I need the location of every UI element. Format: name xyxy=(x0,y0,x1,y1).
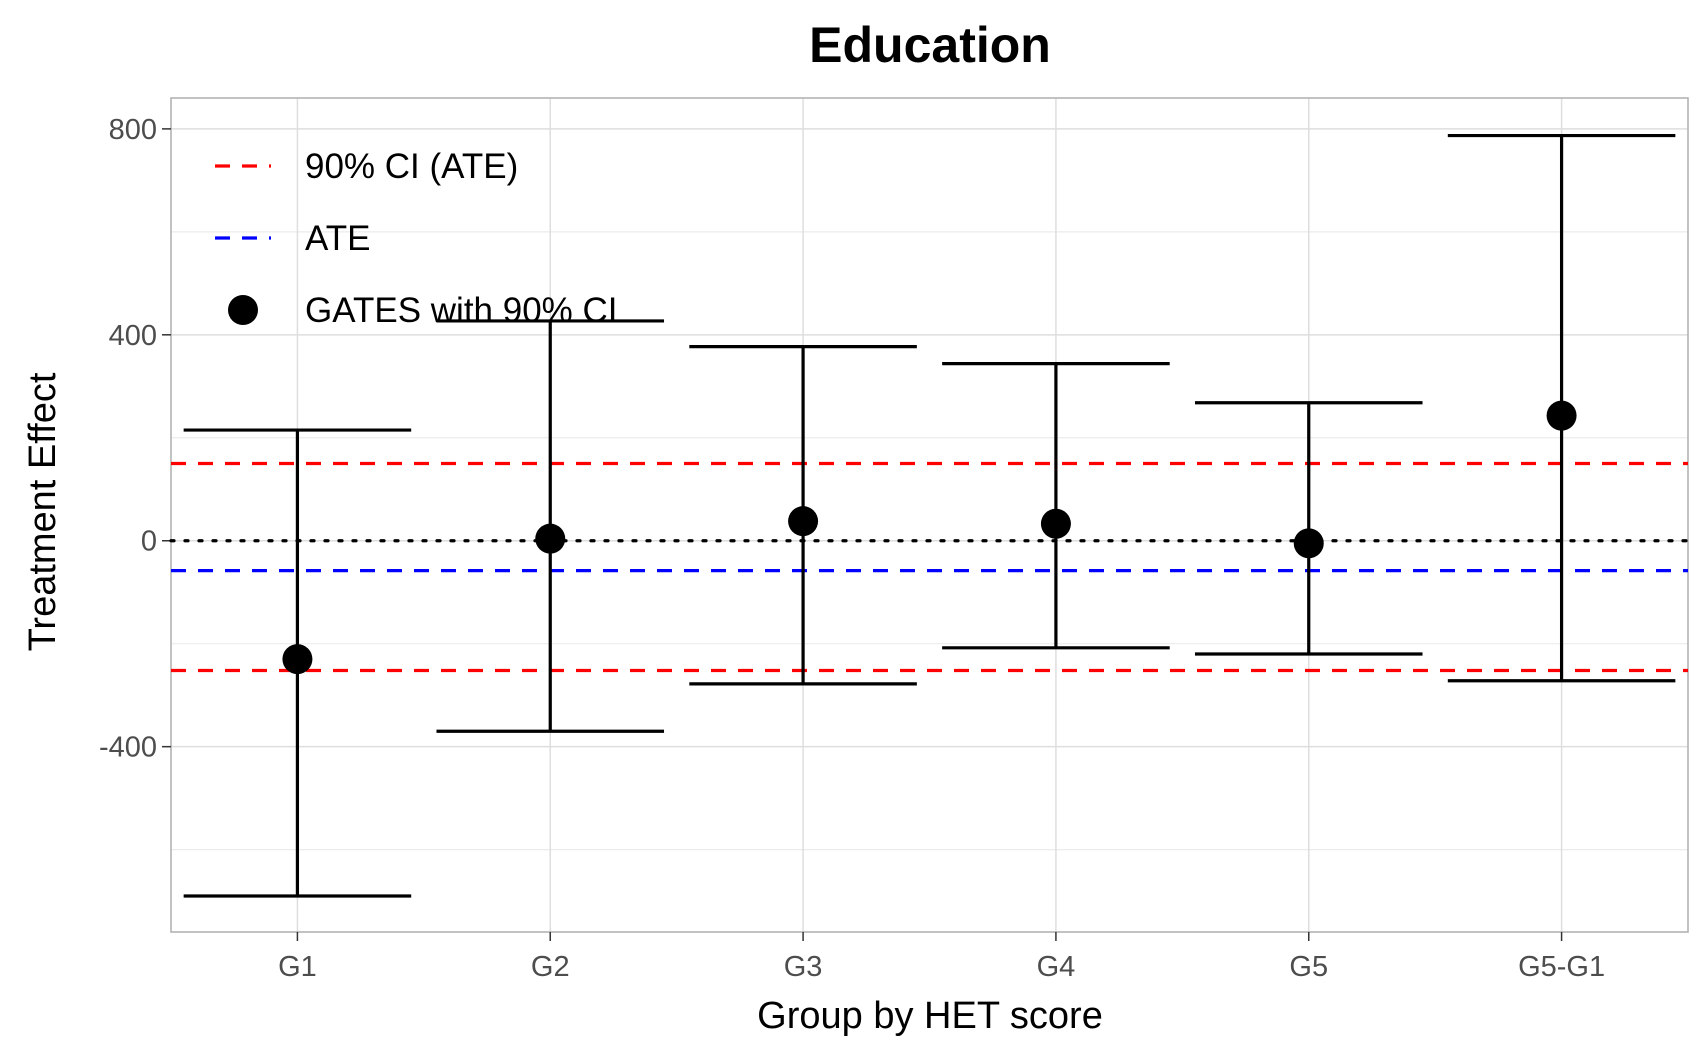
y-tick-label: 800 xyxy=(109,114,157,146)
y-axis-title: Treatment Effect xyxy=(22,372,64,651)
y-tick-label: 0 xyxy=(141,526,157,558)
legend-key-point xyxy=(228,295,258,325)
y-tick-label: 400 xyxy=(109,320,157,352)
panel-border xyxy=(170,97,1689,933)
legend-label: ATE xyxy=(305,219,370,258)
plot-area: 800 400 0 -400 G1 G2 G3 G4 G5 G5-G1 90% CI (ATE) AT… xyxy=(99,97,1690,983)
gates-point xyxy=(1293,528,1324,559)
legend-label: 90% CI (ATE) xyxy=(305,147,518,186)
gates-point xyxy=(282,644,313,675)
y-tick-label: -400 xyxy=(99,732,157,764)
gates-point xyxy=(1040,508,1071,539)
chart-title: Education xyxy=(809,17,1051,73)
gates-point xyxy=(788,506,819,537)
legend-label: GATES with 90% CI xyxy=(305,291,618,330)
x-tick-label: G1 xyxy=(278,951,317,983)
x-tick-label: G5-G1 xyxy=(1518,951,1605,983)
x-tick-label: G5 xyxy=(1289,951,1328,983)
x-tick-label: G4 xyxy=(1037,951,1076,983)
gates-point xyxy=(535,523,566,554)
x-tick-label: G3 xyxy=(784,951,823,983)
x-axis-title: Group by HET score xyxy=(757,995,1103,1037)
gates-point xyxy=(1546,400,1577,431)
x-tick-label: G2 xyxy=(531,951,570,983)
